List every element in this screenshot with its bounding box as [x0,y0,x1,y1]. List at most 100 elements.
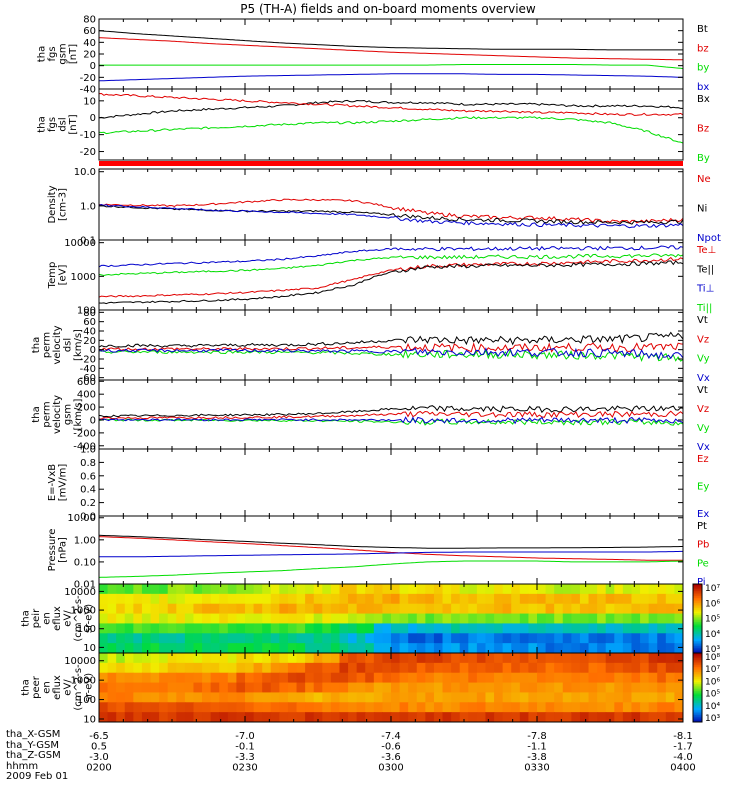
colorbar-segment [693,596,702,599]
y-tick-label: 0 [90,113,96,124]
panel-temperature: Te⊥ Te|| Ti⊥ Ti|| 10000 1000 100 Temp [eV] [47,238,716,316]
spectrogram-cell [545,672,555,684]
colorbar-segment [693,623,702,626]
spectrogram-cell [270,702,280,713]
spectrogram-cell [640,603,650,615]
spectrogram-cell [528,662,538,674]
colorbar-segment [693,654,702,657]
spectrogram-cell [348,643,358,653]
series-line-Vx [99,347,683,360]
spectrogram-cell [511,692,521,703]
spectrogram-cell [236,692,246,703]
spectrogram-cell [296,672,306,684]
spectrogram-cell [365,702,375,713]
spectrogram-cell [348,662,358,674]
spectrogram-cell [279,662,289,674]
spectrogram-cell [537,682,547,694]
spectrogram-cell [622,672,633,684]
spectrogram-cell [648,584,658,595]
spectrogram-cell [322,584,332,595]
spectrogram-cell [193,623,203,634]
spectrogram-cell [528,603,538,615]
spectrogram-cell [391,672,401,684]
y-tick-label: 10000 [64,656,96,667]
spectrogram-cell [622,613,633,625]
spectrogram-cells [99,653,683,722]
spectrogram-cell [348,712,358,722]
spectrogram-cell [665,702,676,713]
spectrogram-cell [167,593,177,605]
spectrogram-cell [648,593,658,605]
spectrogram-cell [253,682,263,694]
spectrogram-cell [330,712,341,722]
spectrogram-cell [133,593,143,605]
spectrogram-cell [597,584,607,595]
spectrogram-cell [141,692,152,703]
spectrogram-cell [459,672,469,684]
spectrogram-cell [184,623,195,634]
spectrogram-cell [270,584,280,595]
spectrogram-cell [537,593,547,605]
spectrogram-cell [227,702,238,713]
y-axis-label: peir [31,608,42,628]
x-tick-value: -0.6 [381,742,401,753]
spectrogram-cell [356,643,366,653]
spectrogram-cell [494,603,504,615]
y-tick-label: 60 [83,26,96,37]
spectrogram-cell [433,653,444,664]
status-bar [99,161,683,166]
y-axis-label: tha [21,610,32,626]
colorbar-segment [693,653,702,656]
spectrogram-cell [124,682,134,694]
spectrogram-cell [305,662,315,674]
spectrogram-cell [313,702,323,713]
spectrogram-cell [236,682,246,694]
colorbar-segment [693,642,702,645]
spectrogram-cell [322,633,332,644]
spectrogram-cell [262,623,272,634]
spectrogram-cell [442,633,452,644]
colorbar-tick-label: 10⁴ [705,630,720,640]
spectrogram-cell [399,623,409,634]
spectrogram-cell [665,653,676,664]
spectrogram-cell [116,702,126,713]
spectrogram-cell [614,662,624,674]
y-axis-label: tha [31,337,42,353]
spectrogram-cell [296,653,306,664]
series-line-Pe [99,560,683,578]
spectrogram-cell [176,623,186,634]
spectrogram-cell [270,643,280,653]
spectrogram-cell [416,682,426,694]
spectrogram-cell [485,584,495,595]
spectrogram-cell [511,682,521,694]
spectrogram-cells [99,584,683,653]
spectrogram-cell [562,643,572,653]
colorbar-segment [693,647,702,651]
spectrogram-cell [494,633,504,644]
spectrogram-cell [124,712,134,722]
series-line-Vy [99,348,683,362]
spectrogram-cell [176,662,186,674]
spectrogram-cell [579,643,590,653]
spectrogram-cell [313,692,323,703]
y-tick-label: 100 [77,306,96,317]
spectrogram-cell [579,682,590,694]
colorbar-tick-label: 10⁴ [705,702,720,712]
y-axis-label: dsl [57,117,68,131]
legend-label: Npot [697,233,721,244]
spectrogram-cell [356,702,366,713]
spectrogram-cell [597,643,607,653]
spectrogram-cell [554,682,564,694]
spectrogram-cell [141,593,152,605]
spectrogram-cell [588,702,598,713]
spectrogram-cell [433,662,444,674]
spectrogram-cell [494,712,504,722]
spectrogram-cell [245,593,255,605]
spectrogram-cell [545,633,555,644]
spectrogram-cell [322,613,332,625]
colorbar-segment [693,608,702,611]
spectrogram-cell [657,692,667,703]
spectrogram-cell [339,623,349,634]
spectrogram-cell [365,712,375,722]
colorbar-segment [693,680,702,683]
